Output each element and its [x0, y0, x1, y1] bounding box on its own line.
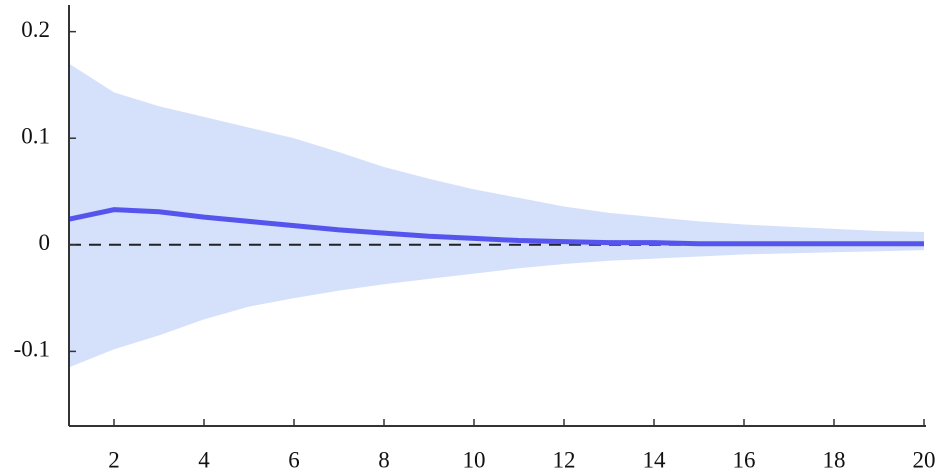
- confidence-band: [69, 63, 924, 368]
- x-tick-label: 16: [733, 447, 756, 472]
- x-tick-label: 12: [553, 447, 576, 472]
- x-tick-label: 6: [288, 447, 300, 472]
- x-tick-label: 8: [378, 447, 390, 472]
- x-tick-label: 20: [913, 447, 936, 472]
- x-tick-label: 2: [108, 447, 120, 472]
- y-tick-label: -0.1: [14, 337, 50, 362]
- response-line: [68, 207, 924, 247]
- y-tick-label: 0.1: [21, 124, 50, 149]
- x-tick-label: 4: [198, 447, 210, 472]
- x-tick-label: 10: [463, 447, 486, 472]
- x-tick-label: 14: [643, 447, 667, 472]
- y-tick-label: 0: [39, 230, 51, 255]
- x-tick-label: 18: [823, 447, 846, 472]
- y-tick-label: 0.2: [21, 17, 50, 42]
